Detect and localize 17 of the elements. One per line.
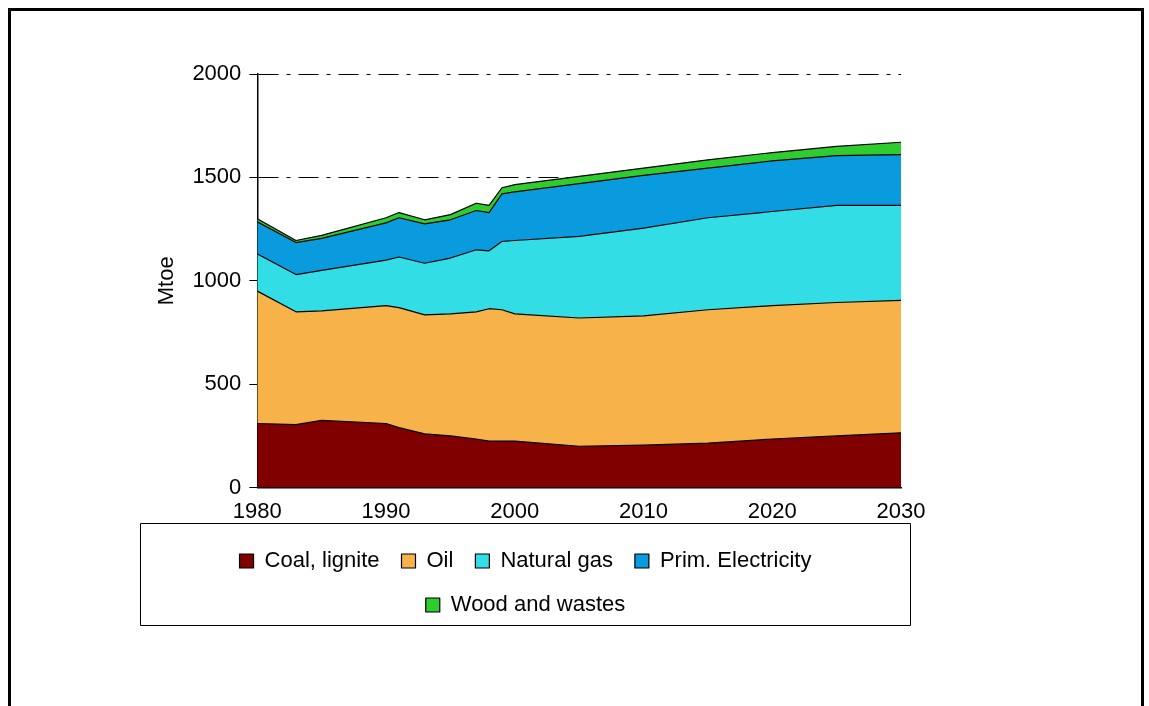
x-tick-label: 2010 xyxy=(619,497,669,523)
x-tick-label: 2000 xyxy=(490,497,540,523)
legend-label: Coal, lignite xyxy=(264,547,380,573)
y-tick-label: 1500 xyxy=(192,163,242,189)
x-tick-label: 2030 xyxy=(876,497,926,523)
legend-label: Natural gas xyxy=(500,547,613,573)
x-tick-label: 1990 xyxy=(361,497,411,523)
y-tick-label: 0 xyxy=(229,473,242,499)
y-tick-label: 2000 xyxy=(192,60,242,86)
legend-label: Prim. Electricity xyxy=(659,547,812,573)
y-axis-title: Mtoe xyxy=(153,256,179,306)
legend-label: Wood and wastes xyxy=(450,591,626,617)
x-tick-label: 1980 xyxy=(232,497,282,523)
y-tick-label: 1000 xyxy=(192,266,242,292)
x-tick-label: 2020 xyxy=(747,497,797,523)
y-tick-label: 500 xyxy=(204,370,242,396)
legend-label: Oil xyxy=(426,547,454,573)
